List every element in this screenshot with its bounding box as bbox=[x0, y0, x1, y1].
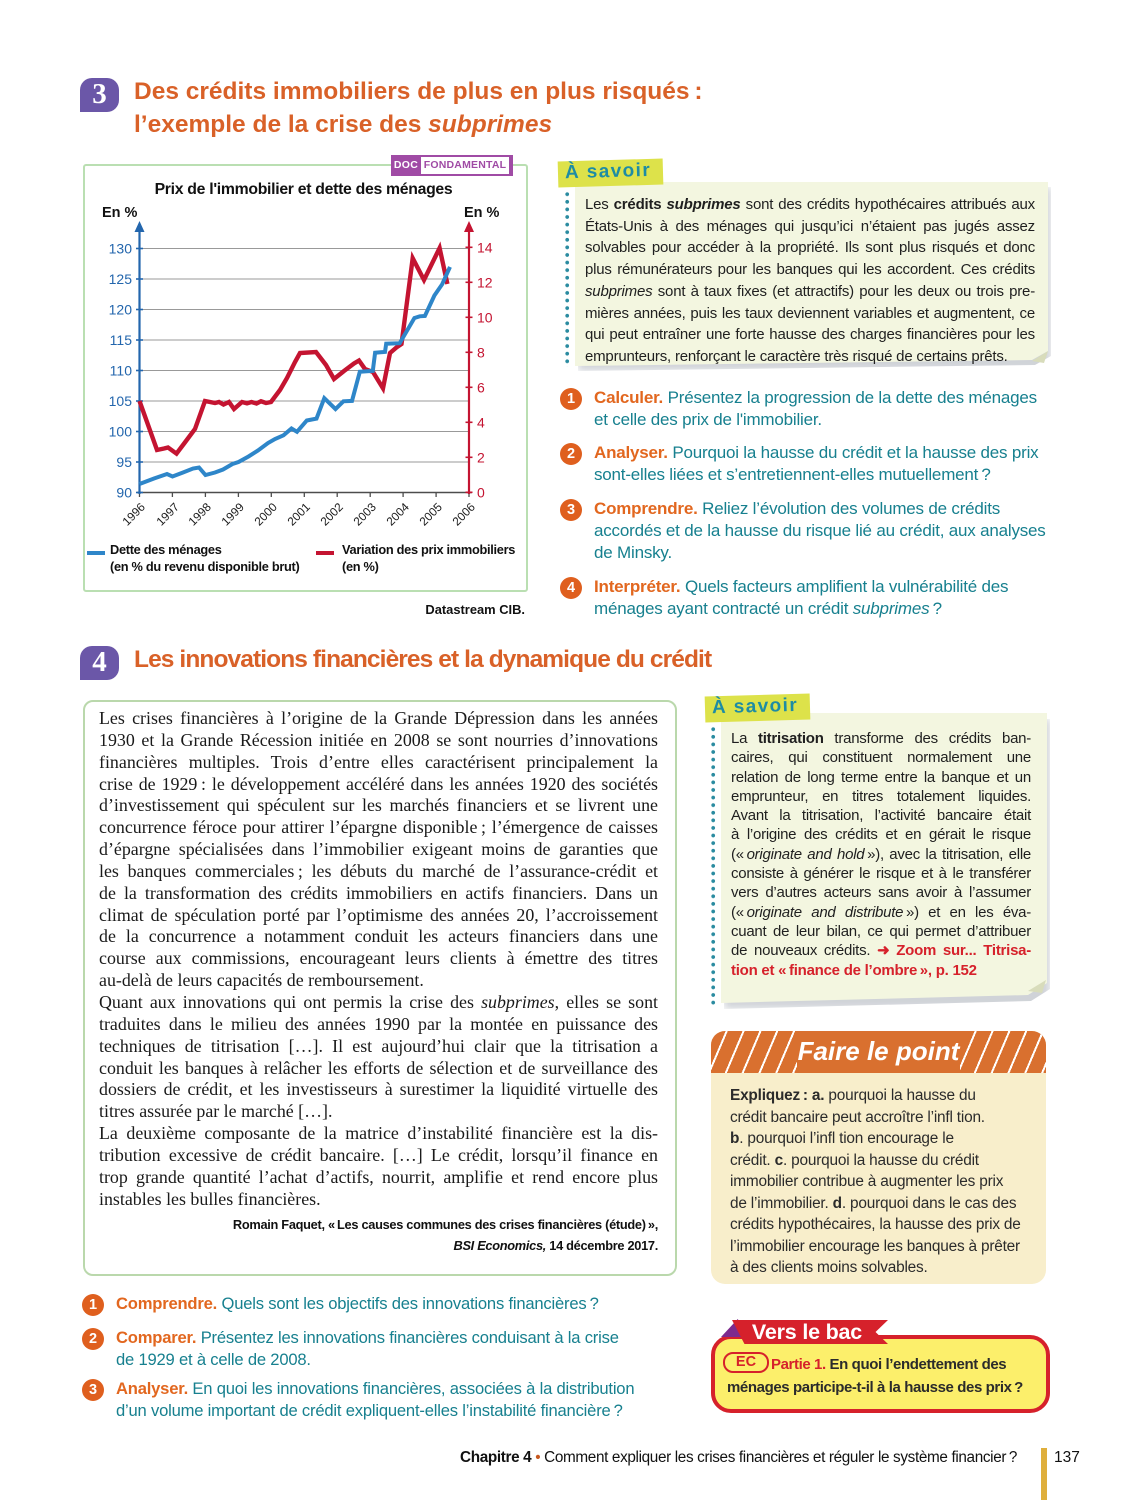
svg-text:10: 10 bbox=[477, 309, 493, 325]
svg-text:125: 125 bbox=[109, 271, 133, 287]
svg-text:2: 2 bbox=[477, 449, 485, 465]
svg-text:110: 110 bbox=[110, 363, 133, 379]
svg-text:130: 130 bbox=[109, 241, 133, 257]
svg-text:90: 90 bbox=[116, 485, 132, 501]
svg-text:115: 115 bbox=[110, 332, 133, 348]
svg-text:95: 95 bbox=[116, 454, 132, 470]
svg-text:6: 6 bbox=[477, 379, 485, 395]
svg-text:0: 0 bbox=[477, 484, 485, 500]
svg-text:8: 8 bbox=[477, 344, 485, 360]
svg-text:100: 100 bbox=[109, 424, 133, 440]
svg-text:4: 4 bbox=[477, 414, 485, 430]
svg-text:12: 12 bbox=[477, 274, 493, 290]
svg-text:120: 120 bbox=[109, 302, 133, 318]
svg-text:105: 105 bbox=[109, 393, 133, 409]
svg-text:14: 14 bbox=[477, 239, 493, 255]
